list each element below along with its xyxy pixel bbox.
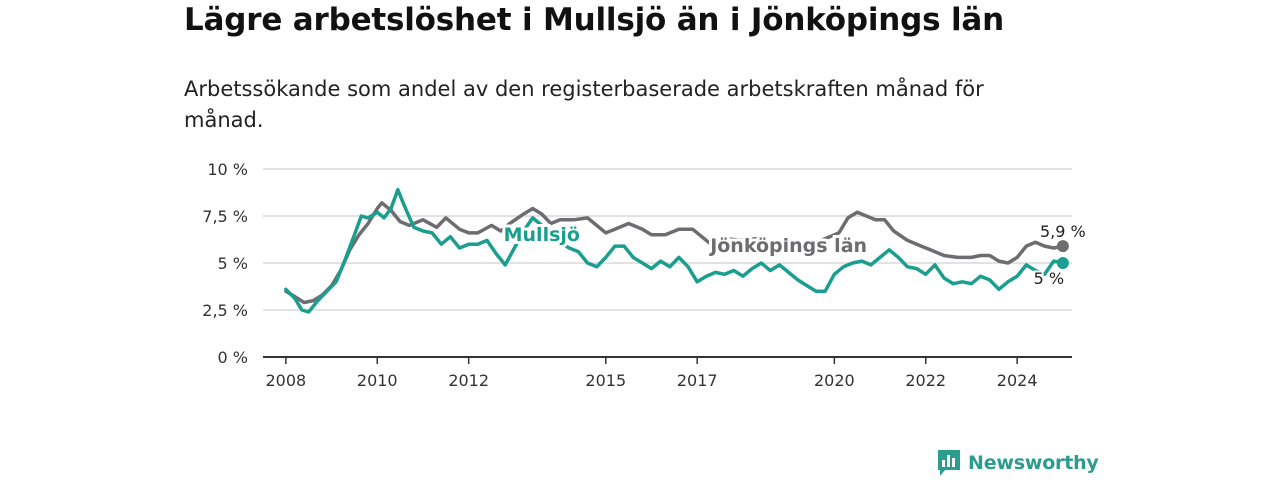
y-tick-label: 2,5 % (202, 301, 248, 320)
x-tick-label: 2015 (585, 371, 626, 390)
end-value-label: 5 % (1034, 269, 1064, 288)
grid-lines (263, 168, 1072, 358)
chart-title: Lägre arbetslöshet i Mullsjö än i Jönköp… (184, 2, 1005, 38)
series-name-label: Mullsjö (504, 224, 580, 246)
y-tick-label: 7,5 % (202, 207, 248, 226)
y-tick-label: 0 % (218, 348, 248, 367)
newsworthy-logo: Newsworthy (936, 448, 1099, 478)
series-lines (284, 187, 1069, 314)
y-axis-ticks: 0 % 2,5 % 5 % 7,5 % 10 % (202, 160, 248, 367)
x-tick-label: 2017 (677, 371, 718, 390)
series-labels: 5,9 % 5 % Mullsjö Jönköpings län (501, 220, 1088, 290)
series-line-mullsjo (284, 187, 1065, 314)
x-tick-label: 2024 (997, 371, 1038, 390)
x-tick-label: 2008 (265, 371, 306, 390)
series-name-label: Jönköpings län (708, 235, 867, 257)
bar-chart-badge-icon (938, 450, 960, 476)
y-tick-label: 10 % (207, 160, 248, 179)
x-tick-label: 2022 (905, 371, 946, 390)
series-line-jonkopings-lan (284, 201, 1065, 305)
chart-subtitle: Arbetssökande som andel av den registerb… (184, 77, 984, 132)
unemployment-line-chart: 0 % 2,5 % 5 % 7,5 % 10 % 2008 2010 2012 2015 201… (202, 160, 1088, 390)
brand-name: Newsworthy (968, 452, 1099, 474)
x-axis-ticks: 2008 2010 2012 2015 2017 2020 2022 2024 (265, 357, 1038, 390)
y-tick-label: 5 % (218, 254, 248, 273)
end-value-label: 5,9 % (1040, 222, 1086, 241)
end-point-jonkopings-lan (1056, 240, 1069, 253)
x-tick-label: 2020 (814, 371, 855, 390)
end-point-mullsjo (1056, 257, 1069, 269)
x-tick-label: 2010 (357, 371, 398, 390)
x-tick-label: 2012 (448, 371, 489, 390)
